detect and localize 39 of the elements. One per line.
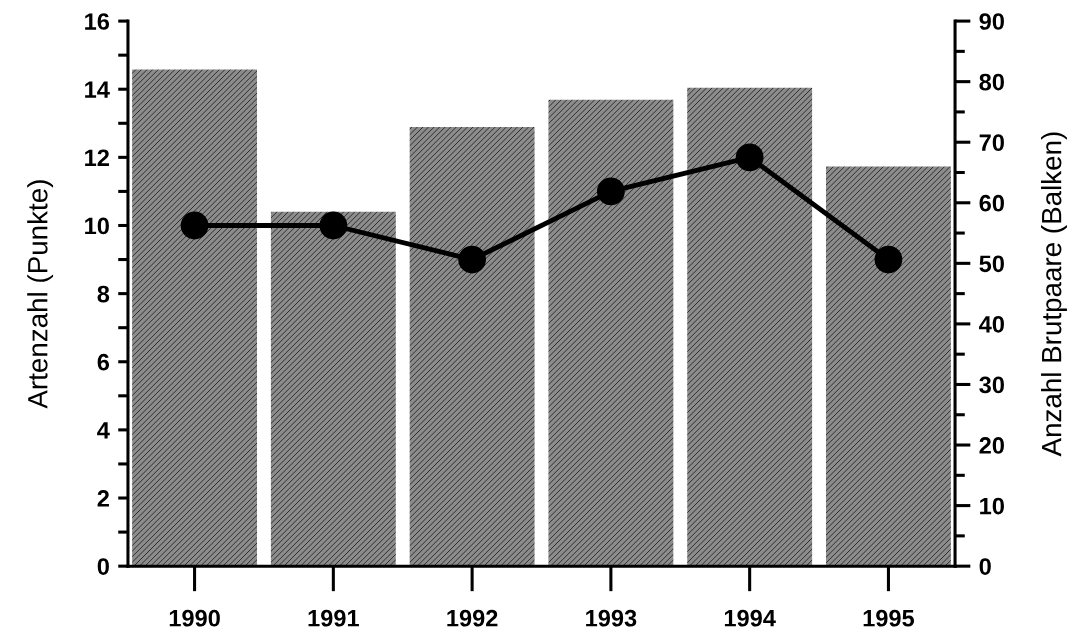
point — [597, 177, 625, 206]
y-tick-label: 8 — [97, 285, 110, 303]
bar — [132, 69, 258, 567]
x-tick-label: 1991 — [308, 609, 359, 627]
y2-tick-label: 90 — [979, 13, 1004, 30]
y-tick-label: 10 — [85, 217, 109, 235]
y2-tick-label: 10 — [980, 497, 1004, 515]
x-tick-label: 1992 — [447, 609, 498, 627]
y-axis-title: Artenzahl (Punkte) — [27, 180, 54, 409]
y2-axis-title: Anzahl Brutpaare (Balken) — [1041, 132, 1067, 457]
bar — [687, 87, 813, 567]
bar — [825, 166, 951, 567]
x-tick-label: 1990 — [169, 609, 220, 627]
y2-tick-label: 30 — [979, 376, 1004, 394]
x-tick-label: 1993 — [586, 609, 637, 627]
y2-tick-label: 70 — [979, 134, 1004, 151]
point — [458, 245, 487, 274]
x-tick-label: 1994 — [724, 609, 776, 627]
y2-tick-label: 40 — [979, 315, 1004, 333]
y-tick-label: 6 — [97, 353, 110, 371]
point — [180, 211, 209, 240]
y-tick-label: 2 — [97, 490, 109, 507]
y2-tick-label: 0 — [979, 558, 991, 575]
y2-tick-label: 80 — [979, 73, 1004, 91]
bar — [548, 99, 674, 567]
y-tick-label: 14 — [85, 81, 110, 98]
point — [319, 211, 348, 240]
y2-tick-label: 20 — [979, 437, 1004, 454]
x-tick-label: 1995 — [863, 609, 915, 627]
point — [874, 245, 903, 274]
y-tick-label: 12 — [85, 149, 109, 166]
y2-tick-label: 60 — [979, 194, 1004, 212]
point — [735, 143, 764, 172]
y-tick-label: 4 — [97, 422, 110, 439]
y2-tick-label: 50 — [979, 255, 1004, 273]
y-tick-label: 0 — [97, 558, 109, 575]
bar — [270, 211, 396, 567]
bar — [409, 127, 535, 567]
y-tick-label: 16 — [85, 13, 110, 30]
